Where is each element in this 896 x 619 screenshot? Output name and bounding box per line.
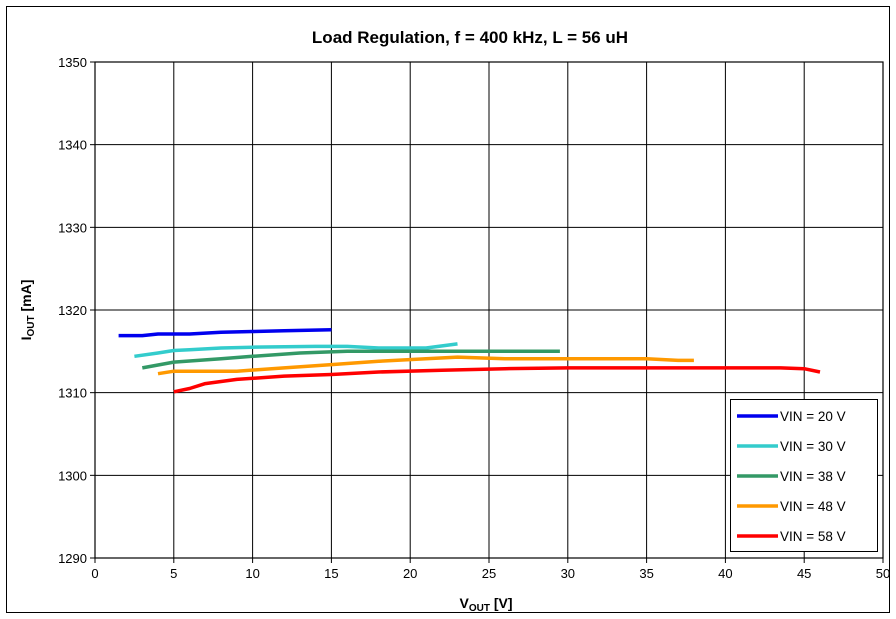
- x-tick-label: 25: [482, 566, 496, 581]
- series-line-vin-20-v: [118, 328, 332, 338]
- x-tick-label: 35: [639, 566, 653, 581]
- legend-label-vin-38-v: VIN = 38 V: [780, 469, 846, 484]
- y-tick-labels: 1290 1300 1310 1320 1330 1340 1350: [58, 55, 87, 566]
- x-tick-labels: 0 5 10 15 20 25 30 35 40 45 50: [91, 566, 890, 581]
- y-tick-label: 1330: [58, 220, 87, 235]
- x-axis-label-main: V: [459, 595, 469, 611]
- legend-label-vin-30-v: VIN = 30 V: [780, 439, 846, 454]
- series-line-vin-30-v: [134, 342, 458, 359]
- legend-label-vin-48-v: VIN = 48 V: [780, 499, 846, 514]
- x-tick-label: 10: [245, 566, 259, 581]
- x-tick-label: 50: [876, 566, 890, 581]
- x-tick-label: 45: [797, 566, 811, 581]
- x-axis-label-rest: [V]: [490, 595, 513, 611]
- series-lines: [118, 328, 821, 394]
- legend-label-vin-20-v: VIN = 20 V: [780, 409, 846, 424]
- legend-label-vin-58-v: VIN = 58 V: [780, 529, 846, 544]
- y-axis-label: IOUT [mA]: [18, 280, 37, 341]
- y-tick-label: 1350: [58, 55, 87, 70]
- y-axis-label-rest: [mA]: [18, 280, 34, 316]
- x-tick-label: 30: [561, 566, 575, 581]
- y-tick-label: 1320: [58, 303, 87, 318]
- y-axis-label-main: I: [18, 337, 34, 341]
- x-tick-label: 20: [403, 566, 417, 581]
- y-axis-label-sub: OUT: [26, 315, 37, 336]
- plot-border: [94, 61, 884, 559]
- x-axis-label: VOUT [V]: [459, 595, 512, 614]
- y-tick-label: 1300: [58, 468, 87, 483]
- series-line-vin-48-v: [157, 355, 694, 376]
- y-tick-label: 1340: [58, 138, 87, 153]
- x-axis-label-sub: OUT: [469, 603, 490, 614]
- y-tick-label: 1310: [58, 386, 87, 401]
- x-tick-label: 15: [324, 566, 338, 581]
- x-tick-label: 5: [170, 566, 177, 581]
- y-tick-label: 1290: [58, 551, 87, 566]
- legend: VIN = 20 V VIN = 30 V VIN = 38 V VIN = 48 V…: [730, 399, 878, 552]
- series-line-vin-38-v: [141, 349, 560, 370]
- x-tick-label: 40: [718, 566, 732, 581]
- x-tick-label: 0: [91, 566, 98, 581]
- chart-title: Load Regulation, f = 400 kHz, L = 56 uH: [312, 28, 628, 47]
- series-line-vin-58-v: [173, 366, 821, 394]
